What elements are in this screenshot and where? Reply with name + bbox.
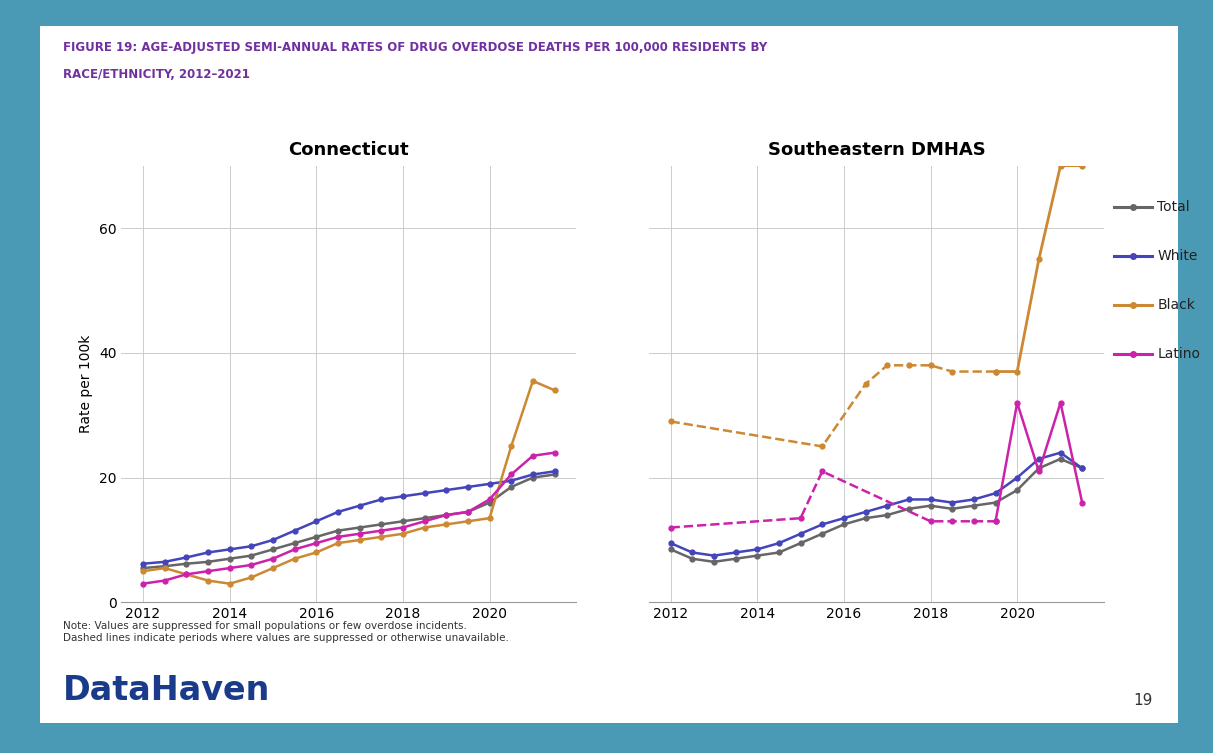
Text: White: White: [1157, 249, 1197, 263]
Text: FIGURE 19: AGE-ADJUSTED SEMI-ANNUAL RATES OF DRUG OVERDOSE DEATHS PER 100,000 RE: FIGURE 19: AGE-ADJUSTED SEMI-ANNUAL RATE…: [63, 41, 768, 54]
Text: Total: Total: [1157, 200, 1190, 214]
Text: Latino: Latino: [1157, 347, 1200, 361]
Title: Connecticut: Connecticut: [289, 141, 409, 159]
Title: Southeastern DMHAS: Southeastern DMHAS: [768, 141, 985, 159]
Text: Note: Values are suppressed for small populations or few overdose incidents.
Das: Note: Values are suppressed for small po…: [63, 621, 509, 643]
Text: RACE/ETHNICITY, 2012–2021: RACE/ETHNICITY, 2012–2021: [63, 68, 250, 81]
Y-axis label: Rate per 100k: Rate per 100k: [79, 335, 93, 433]
Text: DataHaven: DataHaven: [63, 674, 270, 707]
Text: 19: 19: [1133, 693, 1152, 708]
Text: Black: Black: [1157, 298, 1195, 312]
